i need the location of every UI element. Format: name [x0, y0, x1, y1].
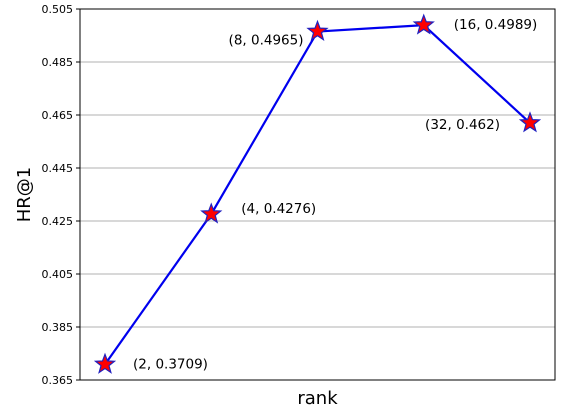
- star-marker: [306, 19, 329, 42]
- y-tick-label: 0.465: [42, 109, 74, 122]
- star-marker: [518, 111, 542, 133]
- y-tick-label: 0.485: [42, 56, 74, 69]
- y-axis-label: HR@1: [14, 167, 35, 223]
- data-point-label: (32, 0.462): [425, 117, 500, 133]
- x-axis-label: rank: [297, 388, 338, 409]
- series-line: [104, 24, 531, 366]
- gridlines: [80, 8, 555, 381]
- star-marker: [200, 202, 223, 224]
- plot-area-frame: [79, 8, 556, 381]
- y-tick-label: 0.425: [42, 215, 74, 228]
- series: [93, 13, 542, 374]
- data-point-label: (2, 0.3709): [133, 356, 208, 372]
- star-marker: [93, 352, 117, 374]
- y-tick-label: 0.505: [42, 3, 74, 16]
- data-point-label: (4, 0.4276): [241, 201, 316, 217]
- data-labels: (2, 0.3709) (4, 0.4276) (8, 0.4965) (16, 0.…: [133, 17, 537, 372]
- y-tick-label: 0.405: [42, 268, 74, 281]
- data-point-label: (8, 0.4965): [229, 33, 304, 49]
- y-axis-ticks: 0.365 0.385 0.405 0.425 0.445 0.465 0.485 0.505: [42, 3, 80, 387]
- y-tick-label: 0.365: [42, 374, 74, 387]
- star-marker: [412, 13, 435, 35]
- data-point-label: (16, 0.4989): [454, 17, 538, 33]
- y-tick-label: 0.385: [42, 321, 74, 334]
- y-tick-label: 0.445: [42, 162, 74, 175]
